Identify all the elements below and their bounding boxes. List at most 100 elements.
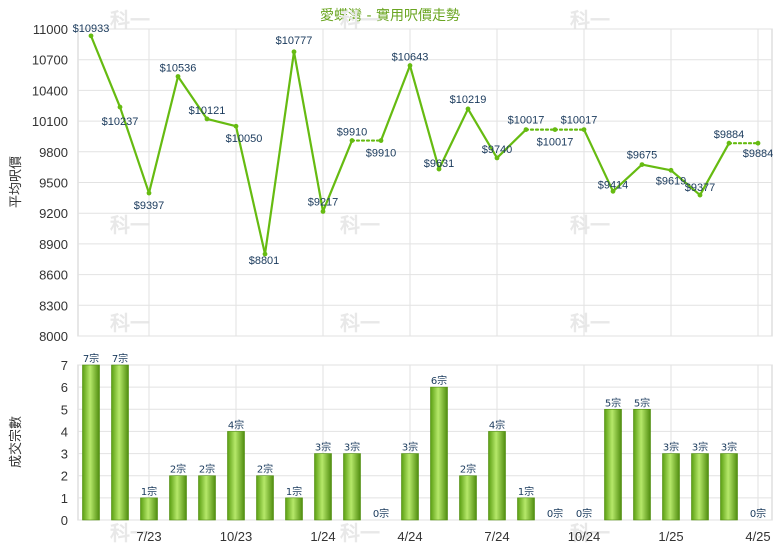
bar-y-tick-2: 2 [61, 469, 68, 484]
watermark-text-0: 科一 [110, 8, 150, 32]
bar-13 [459, 475, 477, 521]
line-point-6 [262, 251, 268, 257]
line-point-label-4: $10121 [189, 105, 226, 117]
bar-label-10: 0宗 [373, 507, 389, 520]
line-segment-11 [379, 64, 412, 142]
bar-label-14: 4宗 [489, 418, 505, 431]
line-y-tick-1: 8300 [39, 298, 68, 313]
line-y-tick-3: 8900 [39, 237, 68, 252]
x-tick-14: 7/24 [484, 529, 509, 544]
line-point-3 [175, 74, 181, 79]
line-point-21 [697, 192, 703, 198]
bar-label-12: 6宗 [431, 374, 447, 387]
bar-label-13: 2宗 [460, 463, 476, 476]
line-segment-3 [147, 75, 180, 195]
line-point-label-17: $10017 [561, 115, 598, 127]
bar-label-7: 1宗 [286, 485, 302, 498]
line-segment-20 [640, 163, 673, 172]
line-segment-14 [466, 107, 499, 160]
chart-title: 愛蝶灣 - 實用呎價走勢 [320, 7, 460, 24]
bar-21 [691, 453, 709, 521]
bar-y-tick-6: 6 [61, 380, 68, 395]
line-segment-21 [669, 169, 702, 197]
bar-6 [256, 475, 274, 521]
line-point-label-12: $9631 [424, 158, 455, 170]
line-segment-6 [234, 125, 267, 256]
bar-label-1: 7宗 [112, 352, 128, 365]
line-segment-18 [582, 128, 615, 193]
line-point-22 [726, 140, 732, 146]
bar-chart-grid: 0 1 2 3 4 5 6 7 7/23 10/23 1/24 4/24 7/24 10/24 1/25 4/… [61, 358, 773, 544]
bar-18 [604, 408, 622, 521]
line-point-label-20: $9619 [656, 175, 687, 187]
bar-3 [169, 475, 187, 521]
line-point-label-22: $9884 [714, 129, 745, 141]
bar-label-4: 2宗 [199, 463, 215, 476]
line-point-label-0: $10933 [73, 23, 110, 35]
watermark-text-3: 科一 [110, 213, 150, 237]
line-point-16 [552, 127, 558, 132]
x-tick-17: 10/24 [568, 529, 601, 544]
bar-y-tick-1: 1 [61, 491, 68, 506]
line-y-tick-9: 10700 [32, 53, 68, 68]
line-point-label-1: $10237 [102, 116, 139, 128]
line-point-label-18: $9414 [598, 179, 629, 191]
line-segment-7 [263, 50, 296, 256]
bar-14 [488, 431, 506, 521]
watermark-text-8: 科一 [570, 311, 610, 335]
bar-9 [343, 453, 361, 521]
bar-11 [401, 453, 419, 521]
line-y-tick-8: 10400 [32, 83, 68, 98]
watermark-text-2: 科一 [570, 8, 610, 32]
watermark-text-7: 科一 [340, 311, 380, 335]
bar-8 [314, 453, 332, 521]
bar-label-22: 3宗 [721, 441, 737, 454]
bar-label-5: 4宗 [228, 418, 244, 431]
line-point-8 [320, 209, 326, 214]
line-point-label-19: $9675 [627, 150, 658, 162]
line-point-label-2: $9397 [134, 200, 165, 212]
bar-label-20: 3宗 [663, 441, 679, 454]
watermark-text-6: 科一 [110, 311, 150, 335]
watermark-text-11: 科一 [570, 521, 610, 545]
bar-y-tick-0: 0 [61, 513, 68, 528]
line-point-label-11: $10643 [392, 52, 429, 64]
watermark-text-4: 科一 [340, 213, 380, 237]
line-point-label-5: $10050 [226, 133, 263, 145]
line-point-17 [581, 127, 587, 132]
bar-label-3: 2宗 [170, 463, 186, 476]
line-point-label-14: $9740 [482, 144, 513, 156]
line-point-1 [117, 104, 123, 110]
line-y-tick-4: 9200 [39, 206, 68, 221]
x-tick-2: 7/23 [136, 529, 161, 544]
line-y-tick-2: 8600 [39, 268, 68, 283]
bar-label-2: 1宗 [141, 485, 157, 498]
line-point-label-13: $10219 [450, 94, 487, 106]
bar-label-17: 0宗 [576, 507, 592, 520]
watermark-text-1: 科一 [340, 8, 380, 32]
bar-y-tick-7: 7 [61, 358, 68, 373]
line-point-label-3: $10536 [160, 62, 197, 74]
bar-y-tick-5: 5 [61, 402, 68, 417]
line-segment-22 [698, 142, 731, 197]
line-point-12 [436, 166, 442, 172]
x-tick-5: 10/23 [220, 529, 253, 544]
bar-y-tick-3: 3 [61, 447, 68, 462]
bar-0 [82, 364, 100, 521]
line-segment-13 [437, 107, 470, 171]
line-point-label-7: $10777 [276, 35, 313, 47]
bar-label-0: 7宗 [83, 352, 99, 365]
line-point-10 [378, 138, 384, 143]
line-segment-8 [292, 50, 325, 213]
bar-y-axis-label: 成交宗數 [8, 416, 24, 468]
line-point-18 [610, 188, 616, 194]
line-y-tick-6: 9800 [39, 145, 68, 160]
bar-12 [430, 386, 448, 521]
bar-chart-bars: 7宗 7宗 1宗 2宗 2宗 4宗 2宗 1宗 3宗 3宗 0宗 3宗 6宗 2宗 4宗 1宗 0宗 0宗 5宗 5宗… [82, 352, 766, 521]
line-point-9 [349, 138, 355, 143]
watermark-text-9: 科一 [110, 521, 150, 545]
line-point-4 [204, 116, 210, 122]
bar-20 [662, 453, 680, 521]
